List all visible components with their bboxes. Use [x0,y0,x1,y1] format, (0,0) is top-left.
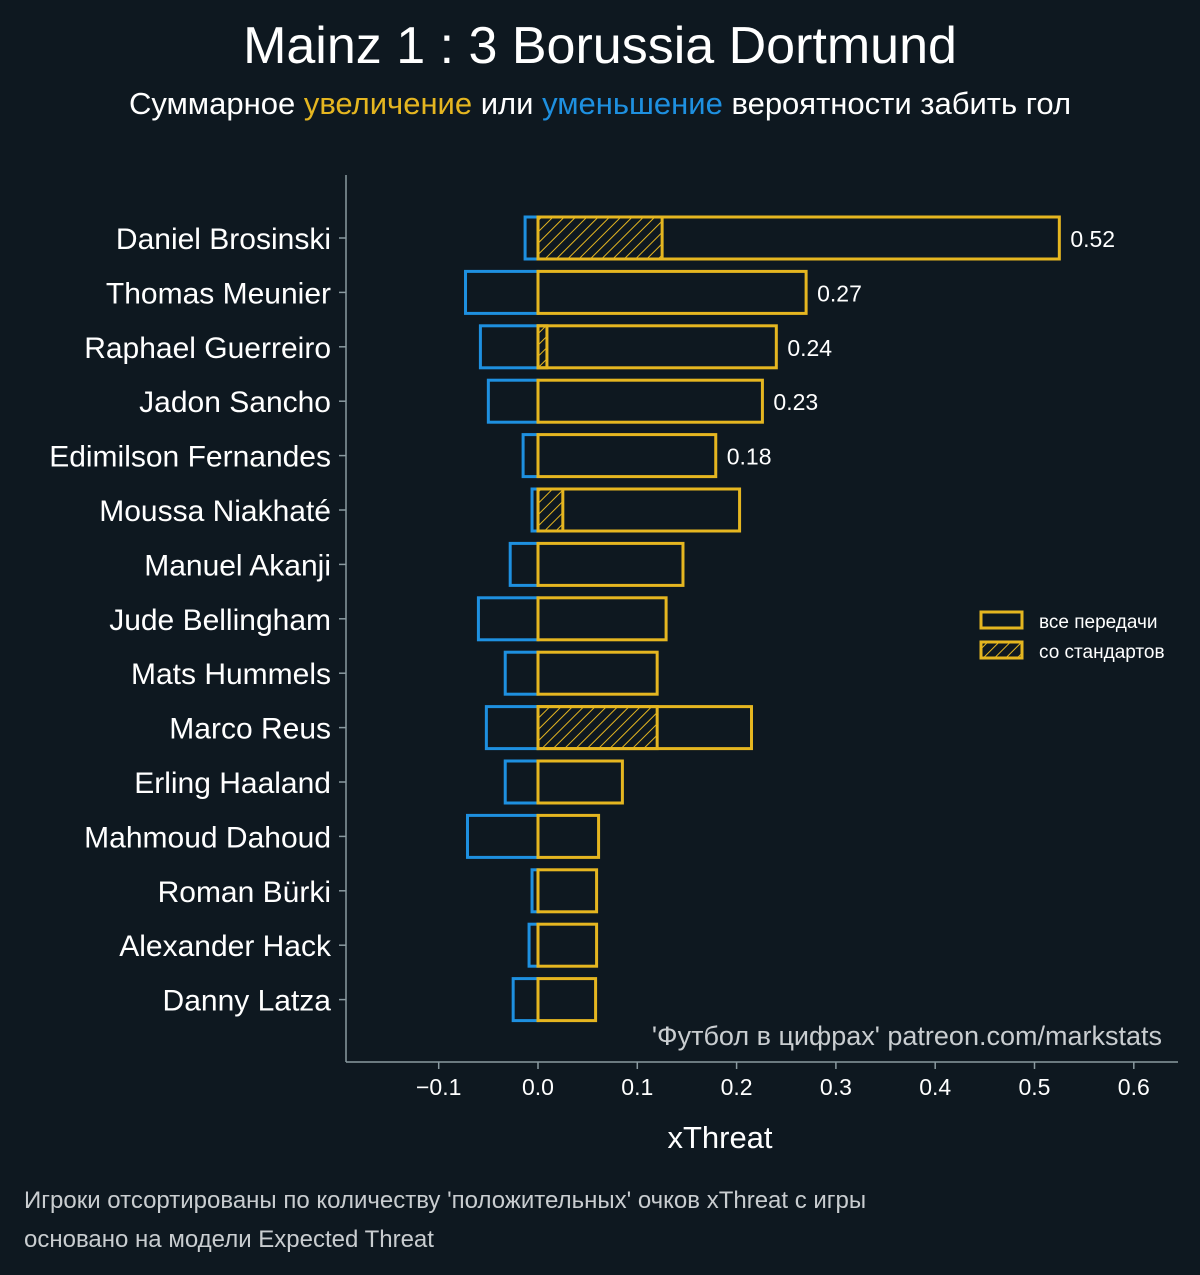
bar-all-passes-roman-burki [536,868,599,914]
chart-title: Mainz 1 : 3 Borussia Dortmund [243,17,957,75]
chart-subtitle: Суммарное увеличение или уменьшение веро… [0,84,1200,124]
legend-swatch-all-passes [979,610,1024,630]
bar-negative-jude-bellingham [476,596,540,642]
legend-label-all-passes: все передачи [1039,612,1158,633]
y-label-manuel-akanji: Manuel Akanji [144,549,331,582]
x-tick-label: 0.6 [1118,1074,1150,1100]
x-tick-label: −0.1 [416,1074,461,1100]
subtitle-prefix: Суммарное [128,86,304,121]
x-axis-label: xThreat [667,1120,772,1155]
bar-all-passes-thomas-meunier [536,269,808,315]
bar-all-passes-manuel-akanji [536,541,685,587]
value-label-jadon-sancho: 0.23 [773,389,818,415]
bar-all-passes-raphael-guerreiro [536,324,778,370]
bar-all-passes-moussa-niakhate [536,487,742,533]
y-label-edimilson-fernandes: Edimilson Fernandes [49,441,331,474]
bar-negative-edimilson-fernandes [521,433,540,479]
bar-set-pieces-marco-reus [536,705,659,751]
legend-label-set-pieces: со стандартов [1039,642,1165,663]
bar-all-passes-jude-bellingham [536,596,668,642]
x-tick-label: 0.0 [522,1074,554,1100]
subtitle-increase: увеличение [303,86,473,121]
footnote-model: основано на модели Expected Threat [24,1226,434,1253]
bar-all-passes-daniel-brosinski [536,215,1061,261]
y-label-jadon-sancho: Jadon Sancho [139,386,331,419]
x-tick-label: 0.5 [1019,1074,1051,1100]
x-tick-label: 0.2 [721,1074,753,1100]
footnote-sorting: Игроки отсортированы по количеству 'поло… [24,1187,867,1214]
bar-negative-jadon-sancho [486,378,540,424]
y-label-erling-haaland: Erling Haaland [134,767,331,800]
bar-all-passes-danny-latza [536,977,598,1023]
x-tick-label: 0.4 [919,1074,951,1100]
subtitle-decrease: уменьшение [542,86,723,121]
bar-negative-mats-hummels [503,650,540,696]
bar-all-passes-mats-hummels [536,650,659,696]
y-label-alexander-hack: Alexander Hack [119,930,332,963]
bar-set-pieces-moussa-niakhate [536,487,565,533]
value-label-daniel-brosinski: 0.52 [1070,226,1115,252]
legend: все передачи со стандартов [979,610,1165,663]
x-tick-label: 0.3 [820,1074,852,1100]
bar-all-passes-alexander-hack [536,922,599,968]
value-label-raphael-guerreiro: 0.24 [787,335,832,361]
bar-set-pieces-daniel-brosinski [536,215,664,261]
y-label-moussa-niakhate: Moussa Niakhaté [99,495,331,528]
bar-negative-raphael-guerreiro [478,324,540,370]
bar-all-passes-jadon-sancho [536,378,764,424]
y-label-roman-burki: Roman Bürki [158,876,331,909]
bar-negative-mahmoud-dahoud [465,813,540,859]
bar-negative-erling-haaland [503,759,540,805]
subtitle-middle: или [472,86,543,121]
y-label-raphael-guerreiro: Raphael Guerreiro [84,332,331,365]
bar-negative-danny-latza [511,977,540,1023]
y-label-mahmoud-dahoud: Mahmoud Dahoud [84,821,331,854]
x-tick-label: 0.1 [621,1074,653,1100]
watermark: 'Футбол в цифрах' patreon.com/markstats [652,1021,1162,1051]
y-label-mats-hummels: Mats Hummels [131,658,331,691]
bar-all-passes-marco-reus [536,705,753,751]
subtitle-suffix: вероятности забить гол [722,86,1072,121]
value-label-thomas-meunier: 0.27 [817,280,862,306]
bar-negative-thomas-meunier [464,269,540,315]
bar-all-passes-erling-haaland [536,759,624,805]
y-label-jude-bellingham: Jude Bellingham [109,604,331,637]
bar-negative-manuel-akanji [508,541,540,587]
y-label-marco-reus: Marco Reus [169,713,331,746]
legend-swatch-set-pieces [979,640,1024,660]
y-label-danny-latza: Danny Latza [163,985,332,1018]
bar-negative-daniel-brosinski [523,215,540,261]
bar-all-passes-edimilson-fernandes [536,433,718,479]
y-label-daniel-brosinski: Daniel Brosinski [116,223,331,256]
bar-all-passes-mahmoud-dahoud [536,813,601,859]
y-label-thomas-meunier: Thomas Meunier [106,277,331,310]
value-label-edimilson-fernandes: 0.18 [727,444,772,470]
bar-negative-marco-reus [484,705,540,751]
